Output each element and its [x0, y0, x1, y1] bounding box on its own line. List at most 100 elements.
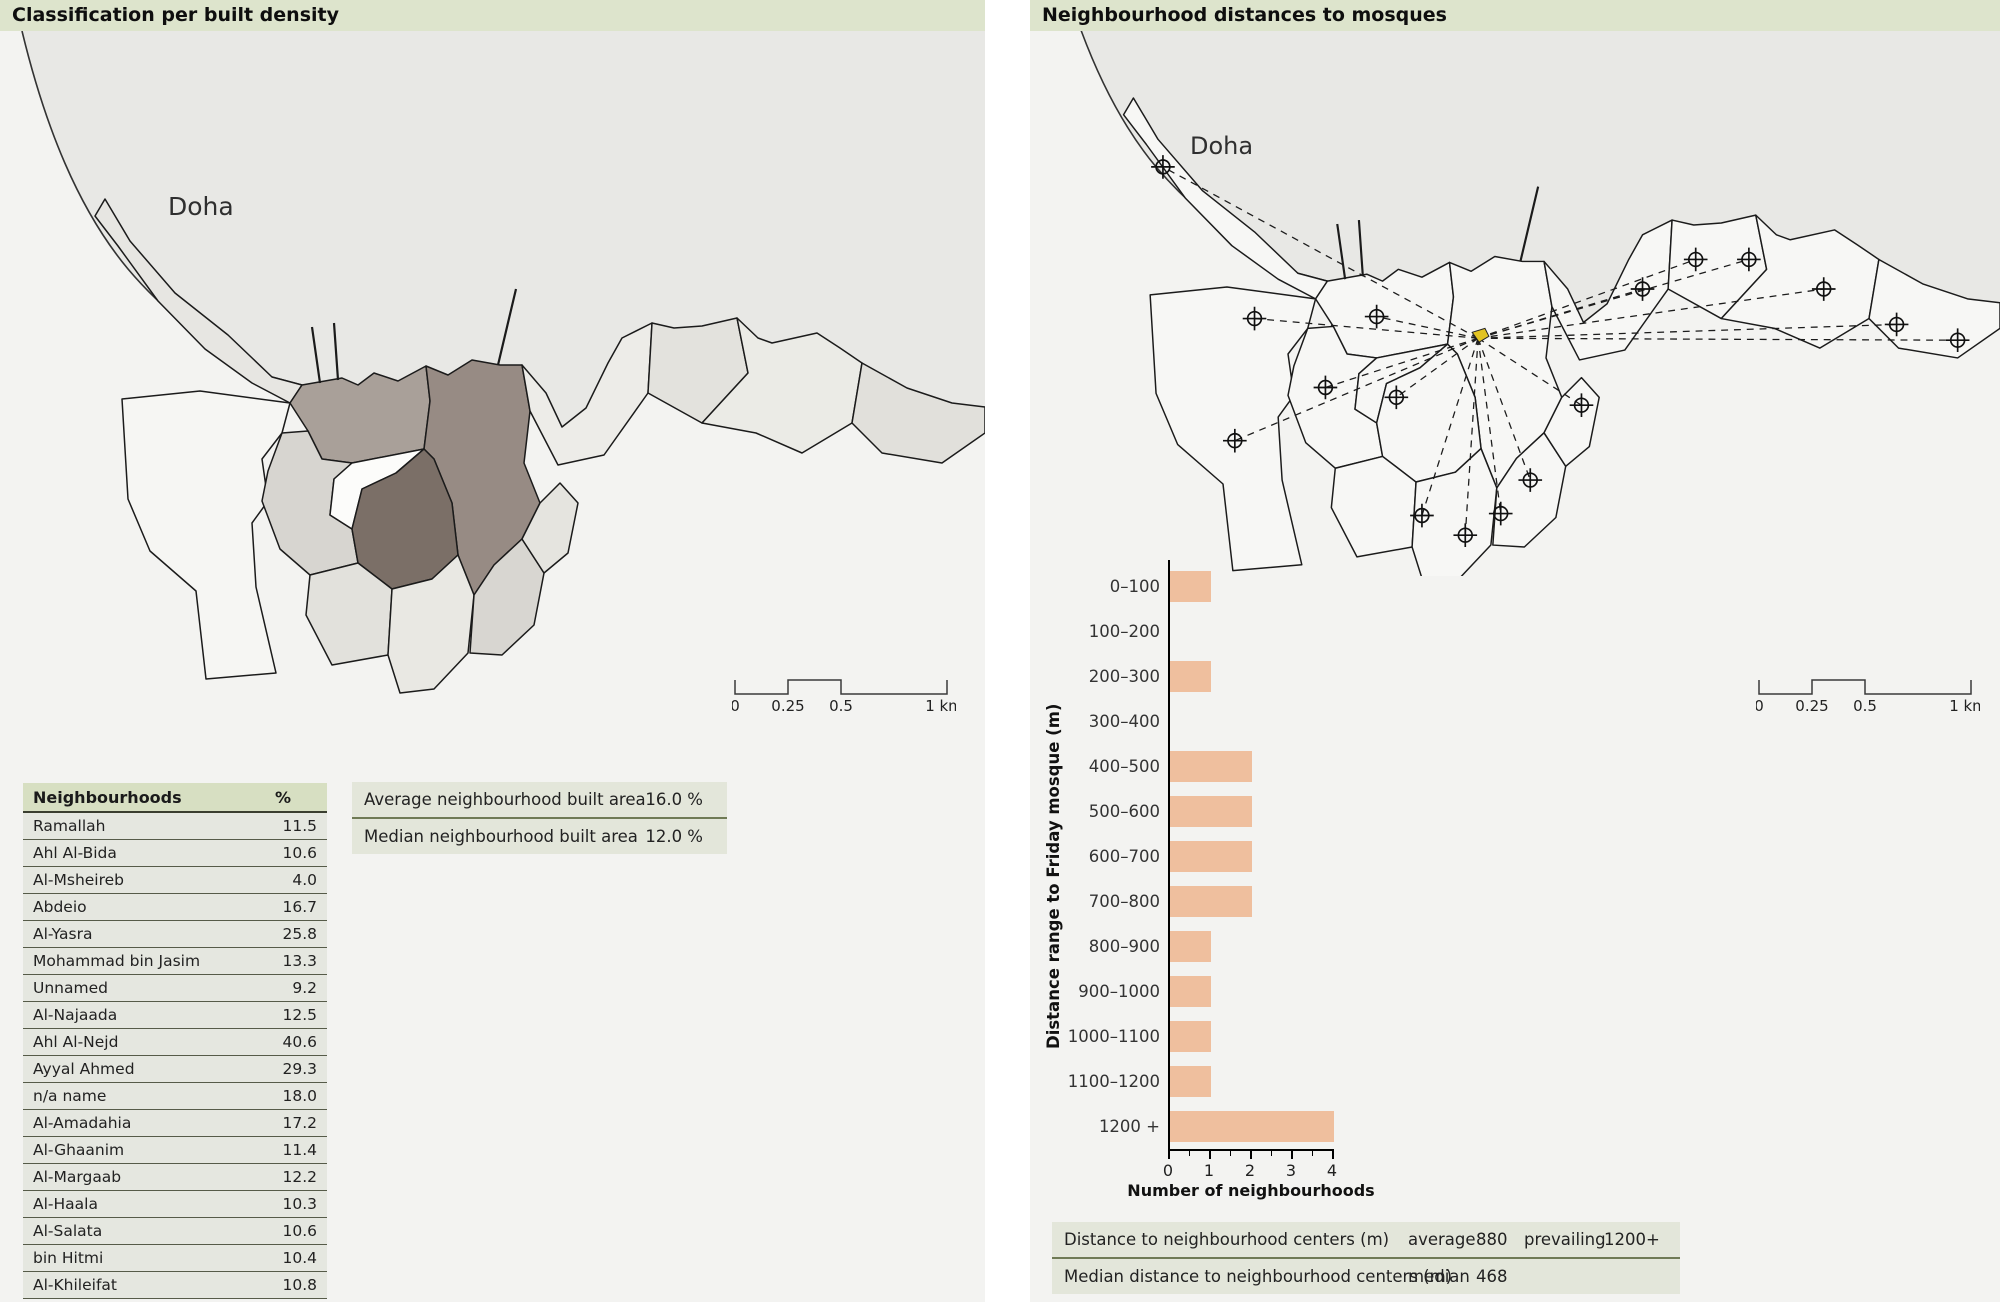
neighbourhood-name: Al-Haala	[33, 1195, 98, 1213]
neighbourhood-pct: 11.4	[282, 1141, 317, 1159]
bar-category-label: 1000–1100	[1067, 1027, 1160, 1046]
bar	[1170, 751, 1252, 782]
bar-row: 100–200	[1060, 609, 1400, 654]
bar-track	[1170, 699, 1400, 744]
bar	[1170, 1111, 1334, 1142]
bar-row: 700–800	[1060, 879, 1400, 924]
x-axis-tick-label: 0	[1162, 1161, 1174, 1180]
table-row: Al-Najaada 12.5	[23, 1002, 327, 1029]
neighbourhood-name: Ahl Al-Nejd	[33, 1033, 119, 1051]
distance-lines	[1162, 166, 1958, 536]
distance-summary: Distance to neighbourhood centers (m) av…	[1052, 1222, 1680, 1294]
neighbourhood-pct: 10.8	[282, 1276, 317, 1294]
summary-key: median	[1408, 1267, 1470, 1286]
table-row: Ahl Al-Nejd 40.6	[23, 1029, 327, 1056]
bar-track	[1170, 654, 1400, 699]
bar	[1170, 976, 1211, 1007]
summary-value: 880	[1476, 1230, 1508, 1249]
summary-value: 16.0 %	[645, 790, 703, 809]
panel-mosque-distances: Neighbourhood distances to mosques	[1030, 0, 2000, 1302]
x-axis-tick	[1168, 1151, 1170, 1159]
bar-track	[1170, 924, 1400, 969]
x-axis-minor-tick	[1270, 1151, 1272, 1156]
neighbourhood-pct: 10.3	[282, 1195, 317, 1213]
summary-label: Distance to neighbourhood centers (m)	[1064, 1230, 1390, 1249]
bar-track	[1170, 789, 1400, 834]
friday-mosque-marker	[1471, 327, 1490, 343]
x-axis-tick	[1332, 1151, 1334, 1159]
table-row: Unnamed 9.2	[23, 975, 327, 1002]
summary-value: 1200+	[1604, 1230, 1660, 1249]
summary-label: Median neighbourhood built area	[364, 827, 638, 846]
bar-category-label: 100–200	[1088, 622, 1160, 641]
bar-category-label: 0–100	[1109, 577, 1160, 596]
bar-row: 200–300	[1060, 654, 1400, 699]
bar	[1170, 1066, 1211, 1097]
right-panel-title: Neighbourhood distances to mosques	[1030, 0, 2000, 31]
neighbourhood-pct: 9.2	[292, 979, 317, 997]
neighbourhood-table-body: Ramallah 11.5 Ahl Al-Bida 10.6 Al-Msheireb 4.…	[23, 813, 327, 1299]
bar-track	[1170, 1059, 1400, 1104]
table-row: Al-Salata 10.6	[23, 1218, 327, 1245]
x-axis-minor-tick	[1188, 1151, 1190, 1156]
bar-row: 1200 +	[1060, 1104, 1400, 1149]
scale-bar: 0 0.25 0.5 1 km	[732, 679, 956, 714]
bar-row: 900–1000	[1060, 969, 1400, 1014]
table-row: Al-Margaab 12.2	[23, 1164, 327, 1191]
x-axis-tick-label: 4	[1326, 1161, 1338, 1180]
built-area-summary: Average neighbourhood built area 16.0 % …	[352, 782, 727, 854]
summary-label: Average neighbourhood built area	[364, 790, 646, 809]
bar-track	[1170, 879, 1400, 924]
table-row: Ramallah 11.5	[23, 813, 327, 840]
neighbourhood-pct: 11.5	[282, 817, 317, 835]
summary-row-median: Median distance to neighbourhood centers…	[1052, 1257, 1680, 1294]
bar	[1170, 1021, 1211, 1052]
bar-category-label: 700–800	[1088, 892, 1160, 911]
neighbourhood-pct: 12.2	[282, 1168, 317, 1186]
built-density-map	[21, 31, 985, 694]
neighbourhood-pct: 12.5	[282, 1006, 317, 1024]
bar-row: 1000–1100	[1060, 1014, 1400, 1059]
bar-row: 600–700	[1060, 834, 1400, 879]
bar	[1170, 661, 1211, 692]
x-axis-tick	[1250, 1151, 1252, 1159]
x-axis-tick-label: 1	[1203, 1161, 1215, 1180]
scale-tick-05: 0.5	[829, 697, 853, 714]
neighbourhood-pct: 40.6	[282, 1033, 317, 1051]
bar-track	[1170, 969, 1400, 1014]
table-row: Al-Khileifat 10.8	[23, 1272, 327, 1299]
table-row: bin Hitmi 10.4	[23, 1245, 327, 1272]
table-header-name: Neighbourhoods	[33, 787, 182, 807]
neighbourhood-name: n/a name	[33, 1087, 107, 1105]
chart-x-axis-label: Number of neighbourhoods	[1127, 1181, 1375, 1200]
scale-tick-1km: 1 km	[925, 697, 956, 714]
neighbourhood-name: Abdeio	[33, 898, 87, 916]
neighbourhood-name: Ayyal Ahmed	[33, 1060, 135, 1078]
scale-tick-025: 0.25	[1795, 697, 1828, 714]
bar-category-label: 900–1000	[1078, 982, 1160, 1001]
bar	[1170, 796, 1252, 827]
neighbourhood-pct: 10.6	[282, 1222, 317, 1240]
table-row: Abdeio 16.7	[23, 894, 327, 921]
x-axis-minor-tick	[1229, 1151, 1231, 1156]
bar-track	[1170, 744, 1400, 789]
table-row: Ayyal Ahmed 29.3	[23, 1056, 327, 1083]
summary-row-average: Distance to neighbourhood centers (m) av…	[1052, 1222, 1680, 1257]
left-panel-title: Classification per built density	[0, 0, 985, 31]
neighbourhood-pct: 25.8	[282, 925, 317, 943]
bar-track	[1170, 1104, 1400, 1149]
neighbourhood-table: Neighbourhoods % Ramallah 11.5 Ahl Al-Bida…	[23, 783, 327, 1299]
summary-value: 468	[1476, 1267, 1508, 1286]
table-row: Mohammad bin Jasim 13.3	[23, 948, 327, 975]
neighbourhood-name: Al-Khileifat	[33, 1276, 117, 1294]
bar-row: 800–900	[1060, 924, 1400, 969]
bar-rows: 0–100 100–200 200–300 300–400 400–500 500–600…	[1060, 564, 1400, 1149]
bar-category-label: 600–700	[1088, 847, 1160, 866]
neighbourhood-pct: 29.3	[282, 1060, 317, 1078]
table-header: Neighbourhoods %	[23, 783, 327, 813]
bar-row: 0–100	[1060, 564, 1400, 609]
city-label-doha: Doha	[1190, 132, 1254, 160]
bar-track	[1170, 564, 1400, 609]
bar	[1170, 571, 1211, 602]
city-label-doha: Doha	[168, 192, 234, 221]
